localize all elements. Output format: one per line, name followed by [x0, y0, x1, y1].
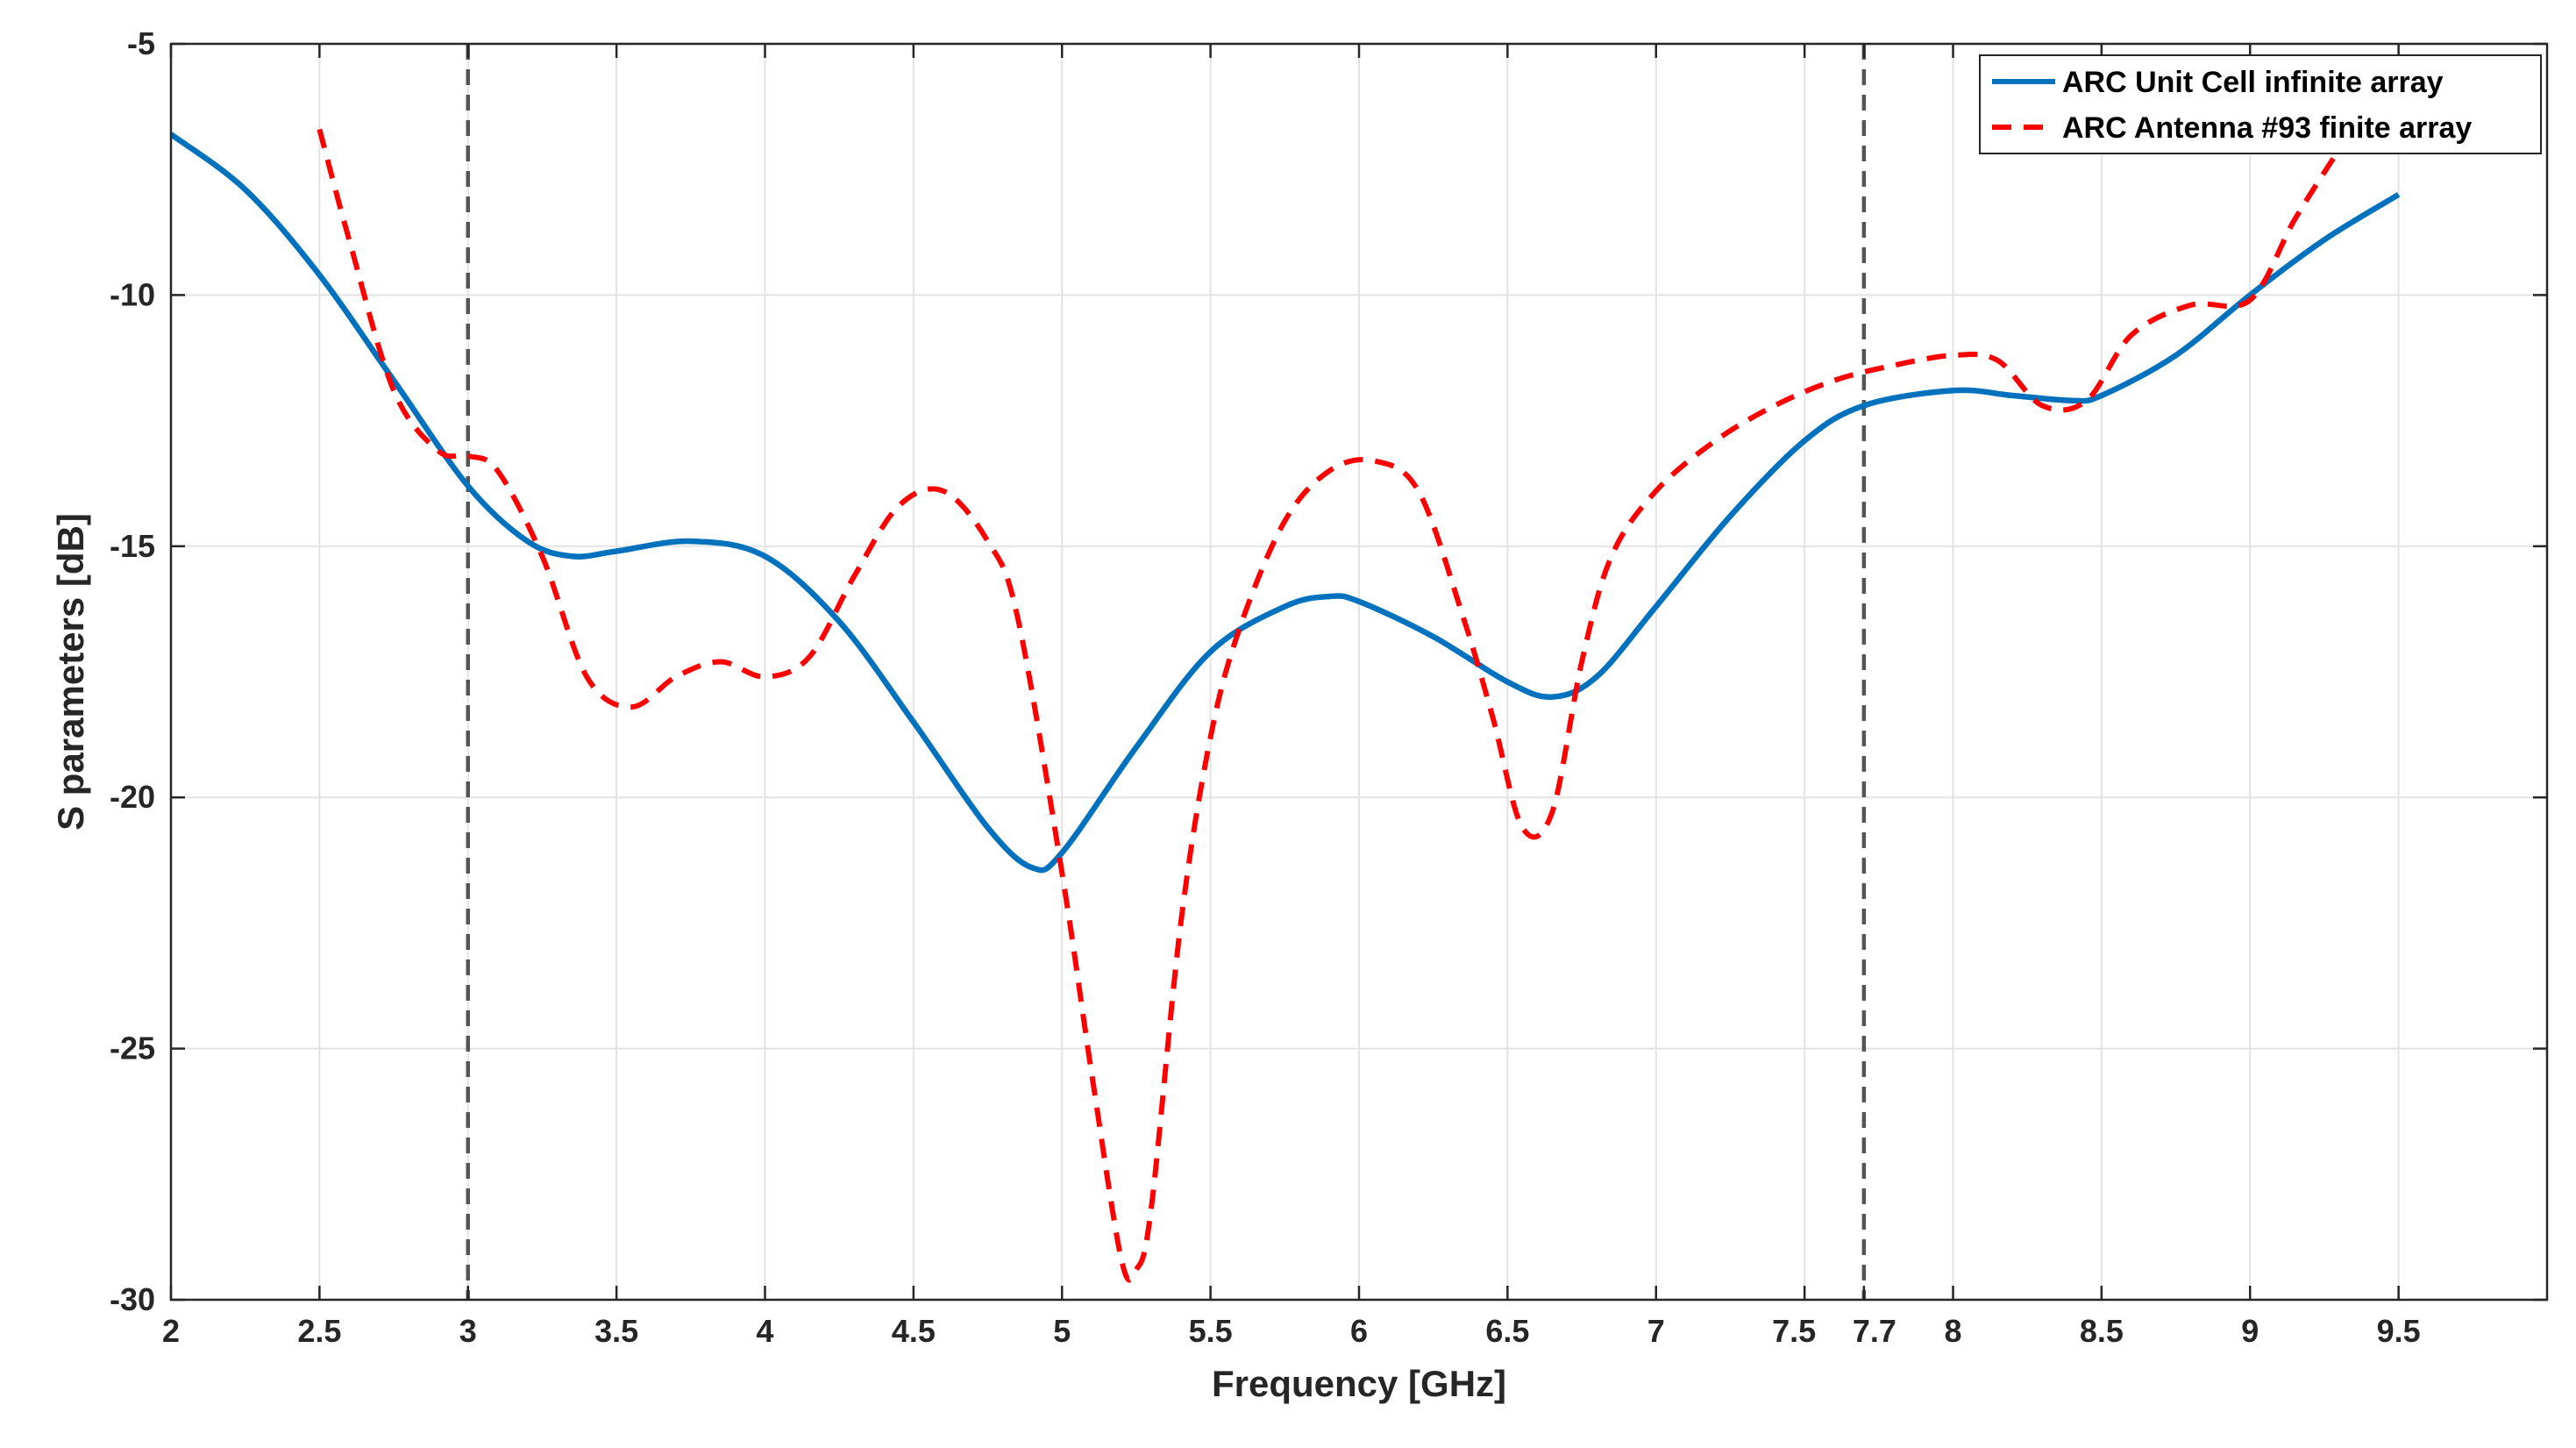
series-line-1: [171, 132, 2401, 874]
x-tick-label: 9.5: [2377, 1313, 2421, 1349]
x-axis-label: Frequency [GHz]: [1212, 1363, 1506, 1404]
x-tick-label: 8.5: [2080, 1313, 2124, 1349]
y-tick-label: -15: [110, 528, 155, 564]
y-tick-labels: -30 -25 -20 -15 -10 -5: [110, 25, 155, 1317]
x-tick-label: 2.5: [297, 1313, 341, 1349]
legend: ARC Unit Cell infinite array ARC Antenna …: [1979, 54, 2542, 154]
y-axis-label: S parameters [dB]: [50, 513, 91, 831]
x-tick-label: 5.5: [1189, 1313, 1233, 1349]
y-tick-label: -25: [110, 1031, 155, 1066]
series-line-2: [317, 128, 2342, 1283]
x-tick-label: 7.7: [1853, 1313, 1896, 1349]
x-tick-label: 2: [162, 1313, 180, 1349]
legend-label: ARC Unit Cell infinite array: [2062, 66, 2444, 99]
x-tick-label: 7: [1647, 1313, 1665, 1349]
vertical-markers: [466, 44, 1867, 1300]
y-tick-label: -5: [127, 25, 155, 61]
x-tick-label: 6.5: [1485, 1313, 1529, 1349]
x-tick-label: 7.5: [1772, 1313, 1816, 1349]
y-tick-label: -20: [110, 779, 155, 815]
legend-box: [1979, 54, 2542, 154]
ticks: [169, 42, 2547, 1302]
x-tick-label: 4.5: [892, 1313, 936, 1349]
x-tick-label: 9: [2241, 1313, 2259, 1349]
x-tick-label: 3.5: [594, 1313, 638, 1349]
x-tick-label: 4: [756, 1313, 773, 1349]
y-tick-label: -10: [110, 276, 155, 312]
x-tick-label: 6: [1350, 1313, 1368, 1349]
x-tick-label: 5: [1053, 1313, 1071, 1349]
series-layer: [171, 128, 2401, 1283]
x-tick-labels: 2 2.5 3 3.5 4 4.5 5 5.5 6 6.5 7 7.5 7.7 8 8.5 9 9.5: [162, 1313, 2421, 1349]
y-tick-label: -30: [110, 1281, 155, 1317]
legend-label: ARC Antenna #93 finite array: [2062, 111, 2472, 145]
x-tick-label: 8: [1944, 1313, 1961, 1349]
x-tick-label: 3: [459, 1313, 477, 1349]
